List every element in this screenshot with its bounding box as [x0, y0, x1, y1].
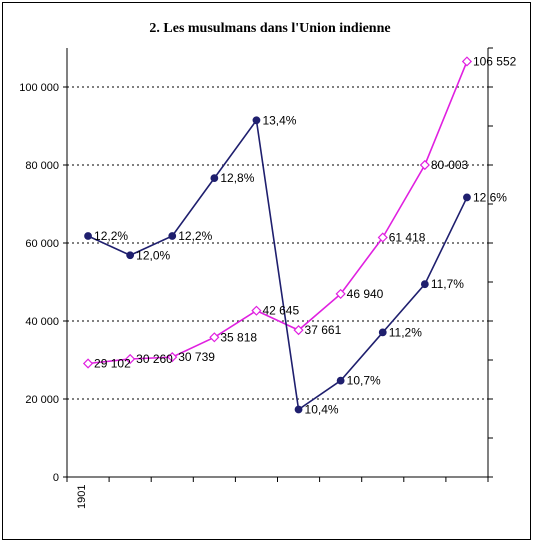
data-point — [420, 280, 429, 289]
data-label: 12,0% — [136, 248, 170, 262]
series-group — [82, 56, 473, 414]
data-point — [463, 193, 471, 202]
data-point — [461, 56, 473, 67]
data-label: 12,2% — [178, 229, 212, 243]
y-tick-label: 80 000 — [25, 160, 59, 172]
data-label: 12,2% — [94, 229, 128, 243]
data-label: 30 260 — [136, 352, 173, 366]
data-label: 12,6% — [473, 190, 507, 204]
data-point — [294, 405, 303, 414]
data-label: 37 661 — [305, 323, 342, 337]
data-label: 13,4% — [262, 113, 296, 127]
data-label: 29 102 — [94, 357, 131, 371]
data-point — [209, 332, 220, 343]
data-point — [293, 325, 304, 336]
series-line-count — [87, 61, 468, 365]
data-point — [168, 232, 177, 240]
data-label: 61 418 — [389, 230, 426, 244]
data-point — [84, 232, 92, 240]
data-point — [167, 352, 178, 363]
data-point — [125, 353, 136, 365]
data-label: 42 645 — [262, 304, 299, 318]
axes: 0 20 000 40 000 60 000 80 000 100 000 1901 — [19, 47, 493, 509]
data-point — [378, 328, 387, 337]
data-label: 30 739 — [178, 350, 215, 364]
data-label: 35 818 — [220, 330, 257, 344]
data-labels: 29 102 30 260 30 739 35 818 42 645 37 661 46 9… — [94, 54, 517, 416]
data-point — [126, 251, 135, 260]
data-point — [335, 288, 346, 300]
data-label: 11,7% — [431, 277, 464, 291]
data-point — [336, 376, 345, 385]
data-label: 10,4% — [305, 403, 339, 417]
data-point — [82, 358, 94, 369]
series-line-share — [87, 118, 468, 411]
data-label: 10,7% — [347, 374, 381, 388]
data-label: 46 940 — [347, 287, 384, 301]
data-point — [251, 305, 262, 316]
data-point — [377, 232, 388, 243]
data-label: 106 552 — [473, 54, 517, 68]
data-point — [419, 159, 430, 171]
data-label: 12,8% — [220, 171, 254, 185]
chart-frame — [2, 2, 531, 540]
y-tick-label: 60 000 — [25, 238, 59, 250]
chart-title: 2. Les musulmans dans l'Union indienne — [149, 21, 390, 36]
y-tick-label: 100 000 — [19, 82, 59, 94]
y-tick-label: 40 000 — [25, 316, 59, 328]
data-point — [210, 174, 219, 183]
y-tick-label: 0 — [53, 472, 59, 484]
x-tick-label: 1901 — [76, 485, 88, 509]
data-label: 11,2% — [389, 325, 422, 339]
data-label: 80-003 — [431, 158, 469, 172]
data-point — [252, 116, 261, 125]
y-tick-label: 20 000 — [25, 394, 59, 406]
